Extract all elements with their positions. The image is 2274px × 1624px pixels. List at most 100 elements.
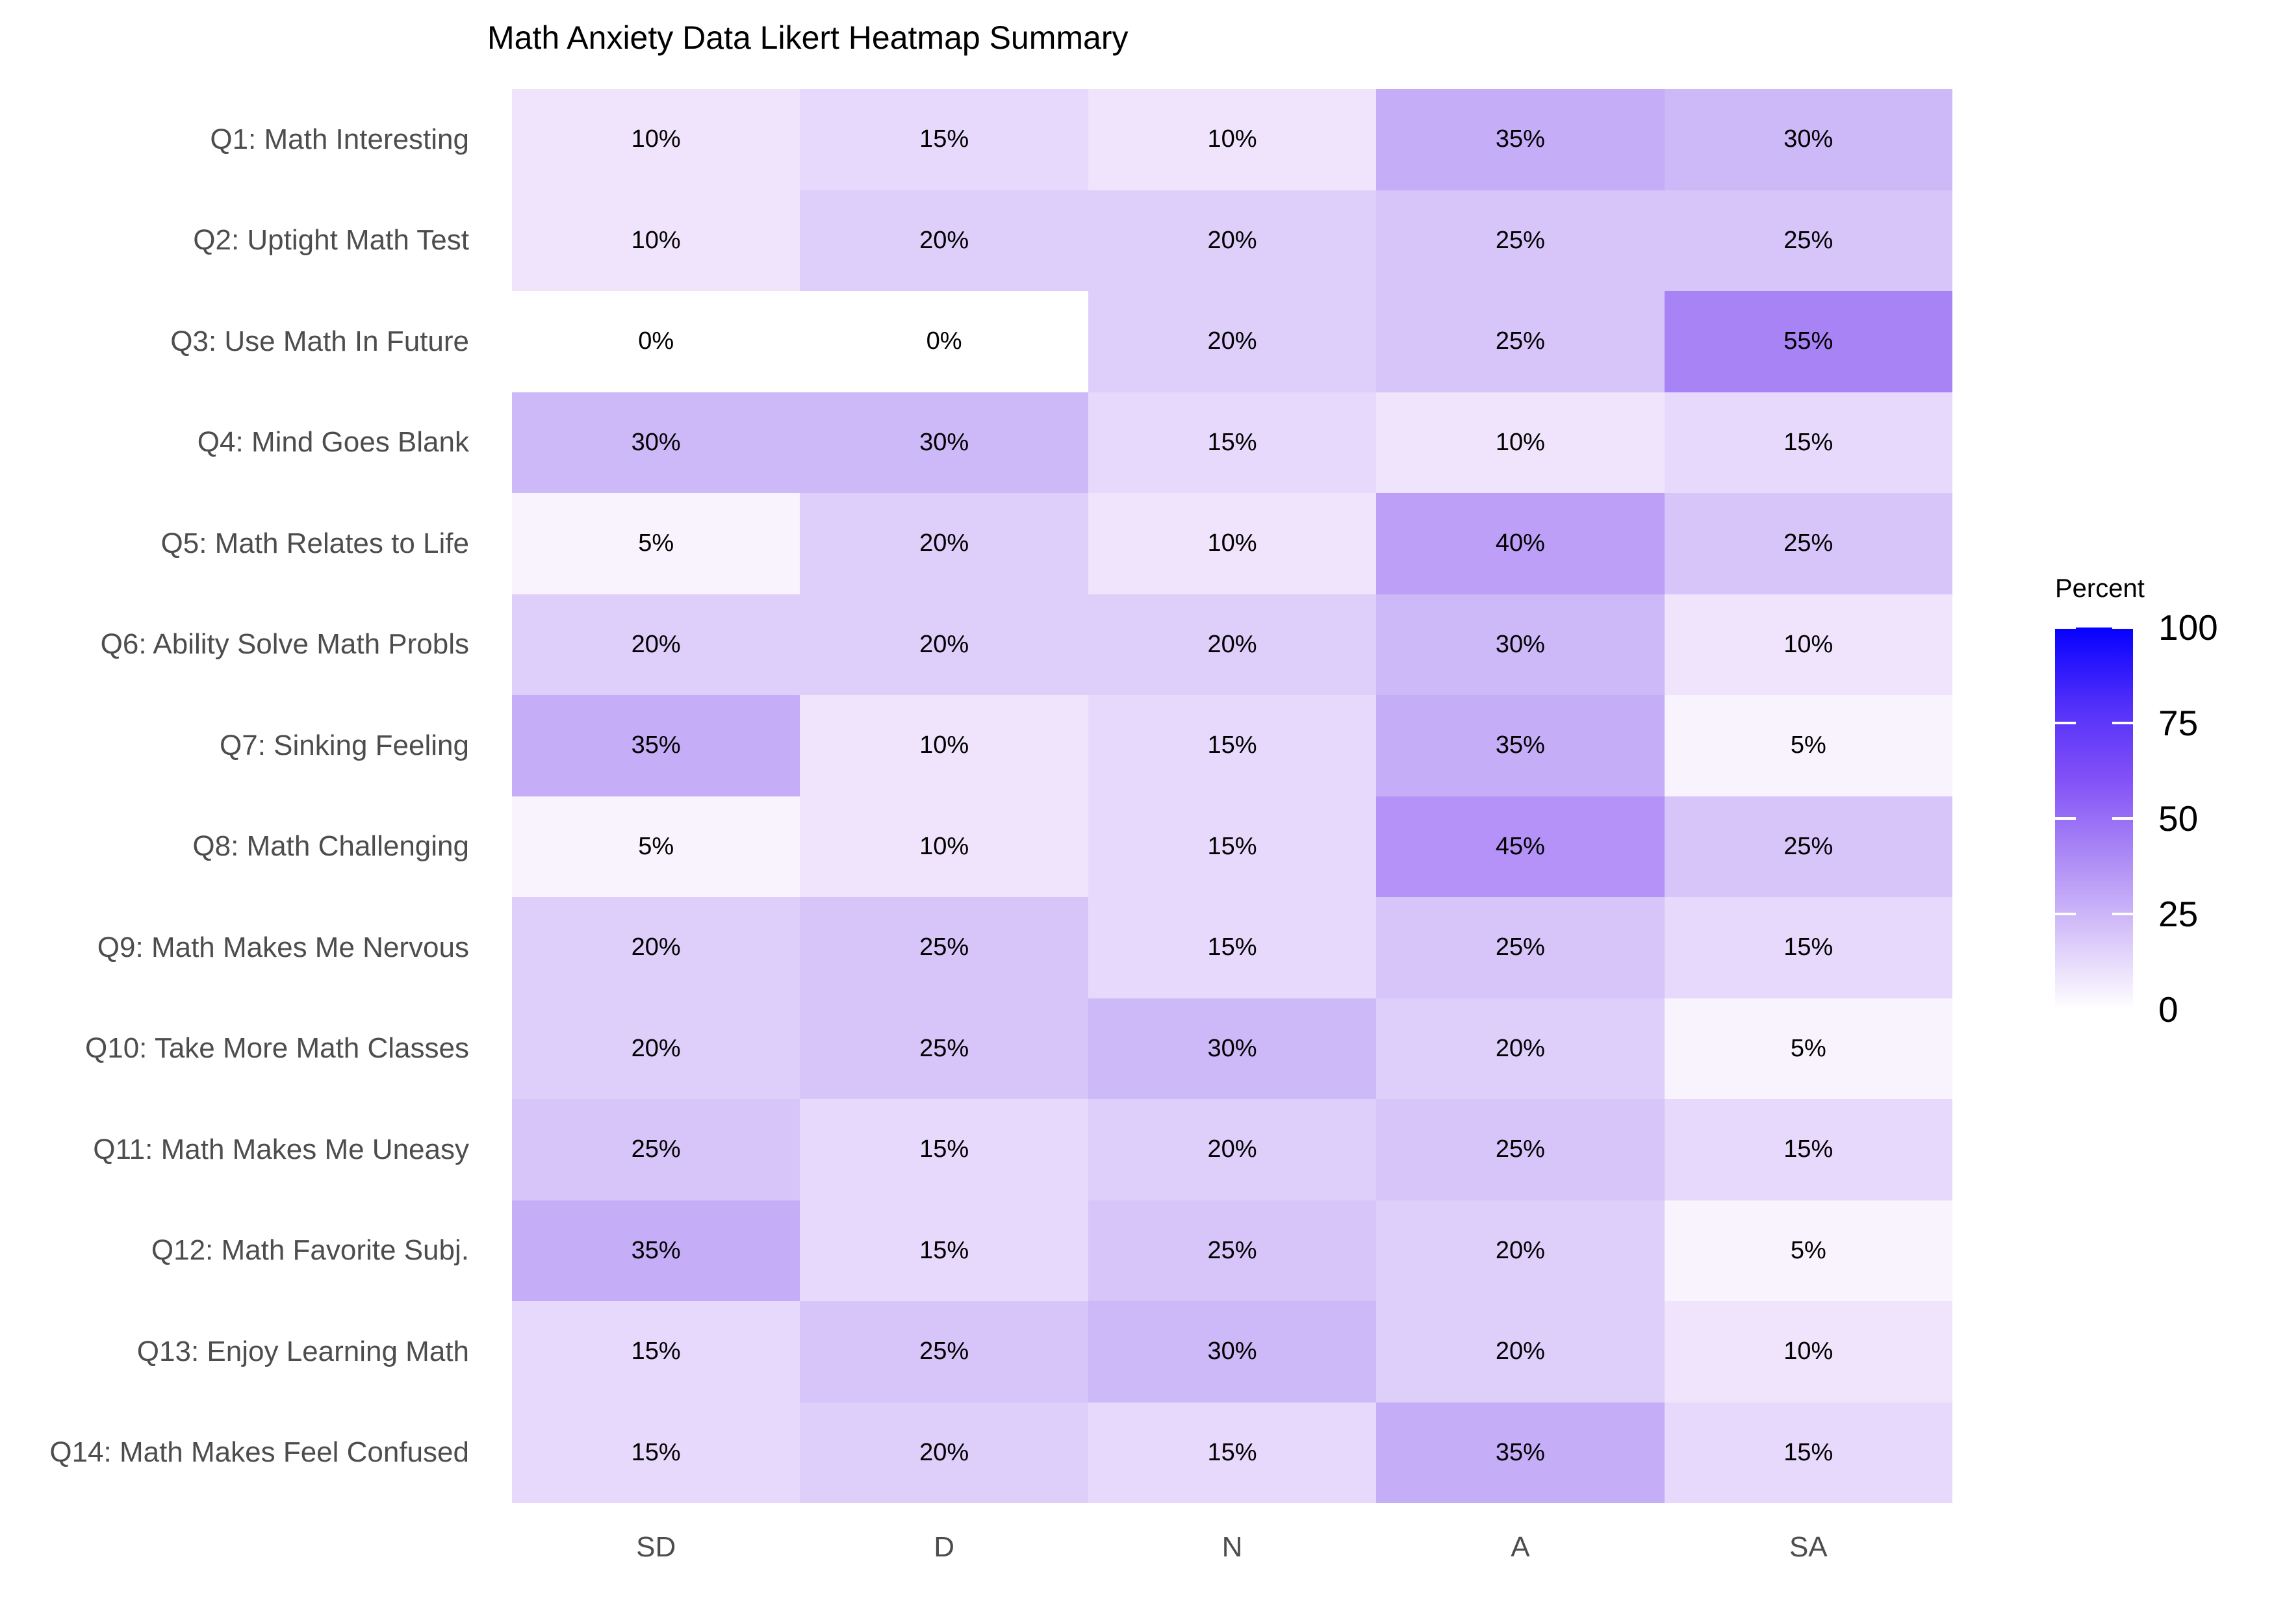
y-axis-label: Q1: Math Interesting: [210, 123, 469, 155]
y-axis-label: Q13: Enjoy Learning Math: [136, 1335, 469, 1367]
legend-tick-mark: [2112, 628, 2133, 629]
heatmap-cell: 15%: [1664, 1402, 1952, 1503]
cell-value: 10%: [631, 125, 681, 153]
cell-value: 25%: [1495, 1136, 1545, 1163]
y-axis-label: Q11: Math Makes Me Uneasy: [93, 1133, 469, 1165]
heatmap-cell: 25%: [1664, 190, 1952, 291]
y-axis-label: Q14: Math Makes Feel Confused: [49, 1436, 469, 1469]
heatmap-cell: 25%: [512, 1099, 800, 1200]
heatmap-cell: 25%: [1088, 1200, 1377, 1301]
heatmap-cell: 30%: [512, 392, 800, 493]
cell-value: 55%: [1783, 327, 1833, 355]
cell-value: 10%: [919, 731, 969, 759]
heatmap-cell: 20%: [1376, 998, 1665, 1099]
heatmap-cell: 25%: [800, 1301, 1088, 1402]
cell-value: 20%: [1495, 1034, 1545, 1062]
heatmap-cell: 5%: [1664, 998, 1952, 1099]
heatmap-cell: 10%: [1088, 89, 1377, 190]
heatmap-cell: 15%: [1088, 392, 1377, 493]
x-axis-label: N: [1221, 1531, 1243, 1563]
heatmap-cell: 15%: [800, 89, 1088, 190]
cell-value: 25%: [1495, 933, 1545, 961]
cell-value: 15%: [1207, 933, 1257, 961]
y-axis-label: Q8: Math Challenging: [192, 830, 469, 863]
cell-value: 35%: [1495, 1438, 1545, 1466]
heatmap-cell: 10%: [800, 796, 1088, 897]
cell-value: 35%: [1495, 125, 1545, 153]
cell-value: 30%: [919, 428, 969, 456]
legend-tick-label: 100: [2158, 607, 2218, 648]
cell-value: 20%: [919, 529, 969, 557]
legend-tick-label: 25: [2158, 894, 2199, 934]
y-axis-label: Q4: Mind Goes Blank: [197, 426, 469, 459]
heatmap-cell: 20%: [800, 493, 1088, 594]
cell-value: 15%: [919, 1136, 969, 1163]
heatmap-cell: 0%: [800, 291, 1088, 392]
heatmap-cell: 15%: [1664, 392, 1952, 493]
heatmap-cell: 35%: [512, 1200, 800, 1301]
cell-value: 30%: [1207, 1338, 1257, 1365]
heatmap-cell: 20%: [1088, 190, 1377, 291]
y-axis-label: Q3: Use Math In Future: [170, 325, 469, 357]
cell-value: 5%: [638, 832, 674, 860]
heatmap-cell: 25%: [1376, 897, 1665, 998]
legend-tick-mark: [2055, 628, 2076, 629]
cell-value: 20%: [631, 1034, 681, 1062]
cell-value: 0%: [926, 327, 962, 355]
y-axis-label: Q2: Uptight Math Test: [193, 224, 469, 257]
cell-value: 15%: [1207, 832, 1257, 860]
cell-value: 5%: [1790, 1034, 1826, 1062]
heatmap-cell: 35%: [1376, 695, 1665, 796]
heatmap-cell: 10%: [1088, 493, 1377, 594]
heatmap-cell: 5%: [1664, 1200, 1952, 1301]
heatmap-cell: 45%: [1376, 796, 1665, 897]
legend-tick-mark: [2055, 913, 2076, 915]
cell-value: 15%: [919, 125, 969, 153]
heatmap-cell: 25%: [1376, 190, 1665, 291]
cell-value: 25%: [919, 1338, 969, 1365]
heatmap-cell: 20%: [800, 1402, 1088, 1503]
cell-value: 25%: [919, 933, 969, 961]
heatmap-cell: 15%: [1664, 897, 1952, 998]
heatmap-cell: 35%: [1376, 1402, 1665, 1503]
cell-value: 15%: [1207, 731, 1257, 759]
heatmap-cell: 30%: [1088, 1301, 1377, 1402]
legend-tick-mark: [2112, 817, 2133, 820]
heatmap-grid: 10% 15% 10% 35% 30% 10% 20% 20% 25% 25% 0% 0% 20% 25%…: [512, 89, 1952, 1503]
cell-value: 20%: [919, 226, 969, 254]
heatmap-cell: 20%: [512, 998, 800, 1099]
heatmap-cell: 40%: [1376, 493, 1665, 594]
cell-value: 10%: [631, 226, 681, 254]
heatmap-cell: 20%: [512, 897, 800, 998]
cell-value: 35%: [1495, 731, 1545, 759]
cell-value: 5%: [1790, 1236, 1826, 1264]
legend-tick-mark: [2055, 722, 2076, 724]
cell-value: 30%: [1207, 1034, 1257, 1062]
heatmap-cell: 20%: [1088, 291, 1377, 392]
cell-value: 10%: [919, 832, 969, 860]
cell-value: 25%: [631, 1136, 681, 1163]
cell-value: 45%: [1495, 832, 1545, 860]
cell-value: 15%: [631, 1438, 681, 1466]
y-axis-label: Q7: Sinking Feeling: [220, 729, 469, 761]
cell-value: 25%: [1783, 226, 1833, 254]
x-axis-label: SD: [636, 1531, 676, 1563]
x-axis-label: D: [934, 1531, 954, 1563]
cell-value: 10%: [1207, 529, 1257, 557]
legend-tick-label: 50: [2158, 798, 2199, 839]
cell-value: 20%: [919, 630, 969, 658]
heatmap-cell: 25%: [1664, 796, 1952, 897]
cell-value: 10%: [1783, 630, 1833, 658]
heatmap-cell: 15%: [1088, 897, 1377, 998]
heatmap-cell: 20%: [1088, 1099, 1377, 1200]
heatmap-cell: 30%: [1088, 998, 1377, 1099]
heatmap-cell: 5%: [512, 493, 800, 594]
cell-value: 20%: [919, 1438, 969, 1466]
heatmap-cell: 15%: [1088, 1402, 1377, 1503]
cell-value: 35%: [631, 1236, 681, 1264]
heatmap-cell: 10%: [512, 190, 800, 291]
cell-value: 20%: [1495, 1236, 1545, 1264]
heatmap-cell: 15%: [512, 1301, 800, 1402]
cell-value: 25%: [1783, 529, 1833, 557]
legend-tick-mark: [2112, 913, 2133, 915]
